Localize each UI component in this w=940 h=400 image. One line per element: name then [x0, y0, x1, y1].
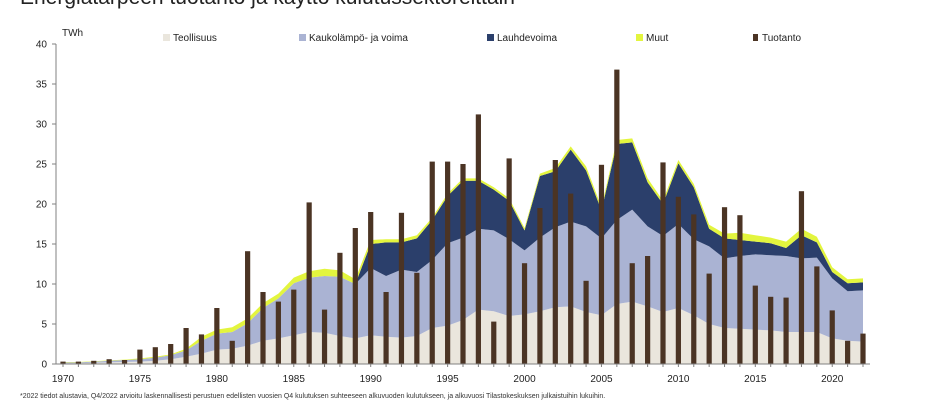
production-bar: [398, 212, 405, 364]
legend: Teollisuus Kaukolämpö- ja voima Lauhdevoim…: [163, 33, 802, 44]
production-bar: [583, 280, 589, 364]
x-tick-label: 1995: [436, 374, 459, 385]
production-bar: [106, 359, 112, 364]
production-bar: [660, 162, 666, 364]
production-bar: [706, 273, 712, 364]
production-bar: [798, 191, 805, 364]
y-axis-label: TWh: [62, 28, 83, 39]
production-bar: [737, 215, 743, 364]
production-bar: [383, 292, 389, 364]
axes: 0 5 10 15 20 25 30 35 40 1970 1975 1980 1985 1990 1995…: [36, 40, 870, 385]
production-bar: [291, 289, 297, 364]
y-tick-label: 15: [36, 240, 48, 251]
production-bar: [168, 344, 174, 364]
y-tick-label: 35: [36, 80, 48, 91]
production-bar: [645, 256, 651, 364]
legend-swatch: [163, 34, 170, 41]
production-bar: [352, 228, 358, 364]
legend-label: Kaukolämpö- ja voima: [309, 33, 408, 44]
x-tick-label: 1970: [52, 374, 75, 385]
production-bar: [214, 308, 220, 364]
production-bar: [521, 263, 528, 364]
y-tick-label: 25: [36, 160, 48, 171]
production-bar: [845, 340, 851, 364]
x-tick-label: 2000: [513, 374, 536, 385]
production-bar: [537, 208, 543, 364]
x-tick-label: 1985: [283, 374, 306, 385]
y-tick-label: 20: [36, 200, 48, 211]
production-bar: [321, 309, 328, 364]
production-bar: [429, 161, 435, 364]
footnote: *2022 tiedot alustavia, Q4/2022 arvioitu…: [20, 393, 605, 400]
x-tick-label: 2015: [744, 374, 767, 385]
x-tick-label: 1980: [206, 374, 229, 385]
production-bar: [368, 212, 374, 364]
production-bar: [491, 321, 497, 364]
y-tick-label: 10: [36, 280, 48, 291]
y-tick-label: 0: [41, 360, 47, 371]
legend-swatch: [487, 34, 494, 41]
production-bar: [814, 266, 820, 364]
production-bar: [91, 360, 97, 364]
x-tick-label: 2005: [590, 374, 613, 385]
production-bar: [629, 263, 635, 364]
production-bar: [829, 310, 835, 364]
production-bar: [568, 193, 574, 364]
production-bar: [783, 297, 789, 364]
production-bar: [337, 252, 343, 364]
legend-label: Muut: [646, 33, 668, 44]
production-bar: [721, 207, 728, 364]
production-bar: [275, 301, 281, 364]
chart-title: Energiatarpeen tuotanto ja käyttö kulutu…: [20, 0, 515, 9]
production-bars: [60, 69, 866, 365]
production-bar: [306, 202, 312, 364]
x-tick-label: 1975: [129, 374, 152, 385]
production-bar: [598, 164, 605, 364]
production-bar: [245, 251, 251, 364]
production-bar: [445, 161, 451, 364]
production-bar: [75, 361, 81, 364]
production-bar: [860, 333, 866, 364]
production-bar: [198, 334, 205, 364]
x-tick-label: 1990: [360, 374, 383, 385]
production-bar: [260, 292, 266, 364]
production-bar: [614, 69, 620, 364]
production-bar: [152, 347, 158, 364]
legend-swatch: [753, 34, 758, 41]
production-bar: [768, 296, 774, 364]
legend-swatch: [636, 34, 643, 41]
legend-label: Tuotanto: [762, 33, 802, 44]
production-bar: [675, 196, 681, 364]
production-bar: [121, 360, 128, 364]
x-tick-label: 2020: [821, 374, 844, 385]
production-bar: [460, 164, 466, 364]
legend-swatch: [299, 34, 306, 41]
production-bar: [137, 349, 143, 364]
y-tick-label: 5: [41, 320, 47, 331]
production-bar: [552, 160, 558, 364]
production-bar: [475, 114, 481, 365]
y-tick-label: 30: [36, 120, 48, 131]
production-bar: [414, 272, 420, 364]
production-bar: [752, 285, 758, 364]
production-bar: [183, 328, 189, 364]
legend-label: Teollisuus: [173, 33, 217, 44]
y-tick-label: 40: [36, 40, 48, 51]
legend-label: Lauhdevoima: [497, 33, 557, 44]
production-bar: [229, 340, 235, 364]
x-tick-label: 2010: [667, 374, 690, 385]
production-bar: [691, 214, 697, 364]
production-bar: [60, 361, 66, 364]
production-bar: [506, 158, 512, 364]
